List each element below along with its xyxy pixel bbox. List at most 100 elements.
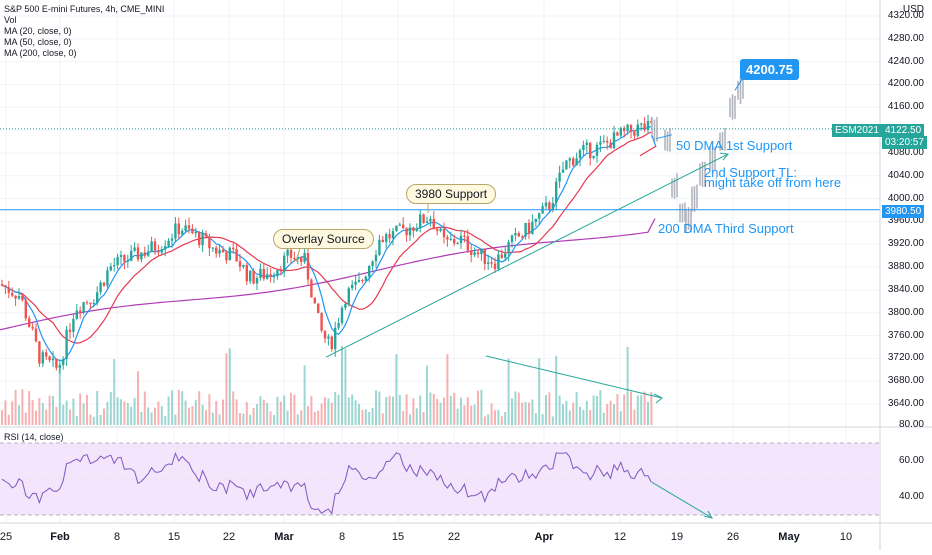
target-price-label[interactable]: 4200.75 [740, 59, 799, 80]
volume-bar [174, 414, 177, 425]
support-trendline [325, 153, 729, 358]
volume-bar [259, 396, 262, 425]
volume-bar [290, 392, 292, 425]
candle-body [126, 260, 129, 262]
candle-body [14, 295, 17, 299]
volume-bar [626, 346, 629, 425]
candle-body [422, 214, 425, 223]
volume-bar [521, 402, 524, 425]
volume-bar [497, 410, 500, 425]
volume-bar [65, 400, 68, 425]
volume-bar [164, 416, 167, 425]
dma50-support-label[interactable]: 50 DMA 1st Support [676, 138, 793, 153]
volume-bar [79, 393, 82, 425]
volume-bar [388, 395, 391, 425]
volume-bar [378, 391, 381, 425]
rsi-tick-label: 80.00 [898, 419, 924, 430]
candle-body [626, 124, 629, 131]
volume-bar [341, 346, 343, 425]
candle-body [572, 158, 575, 166]
volume-bar [504, 412, 507, 425]
candlesticks [0, 114, 653, 374]
candle-body [17, 295, 21, 299]
volume-bar [21, 389, 24, 425]
candle-body [150, 241, 153, 252]
price-tick-label: 4040.00 [887, 169, 924, 181]
candle-body [361, 280, 364, 282]
candle-body [317, 303, 320, 314]
candle-body [616, 132, 619, 136]
volume-bar [565, 400, 568, 425]
price-tick-label: 3920.00 [887, 238, 924, 250]
rsi-legend[interactable]: RSI (14, close) [4, 432, 64, 442]
volume-bar [106, 401, 109, 425]
volume-bar [449, 395, 452, 425]
volume-bar [327, 398, 330, 425]
candle-body [21, 295, 24, 301]
time-tick-label: 15 [167, 531, 181, 543]
legend-vol[interactable]: Vol [4, 15, 17, 25]
volume-bar [371, 407, 374, 425]
volume-bar [194, 399, 197, 425]
volume-bar [82, 403, 85, 425]
candle-body [347, 288, 350, 304]
rsi-line [1, 451, 652, 515]
drawings-layer[interactable] [0, 69, 880, 404]
time-tick-label: Feb [50, 531, 70, 543]
legend-ma50[interactable]: MA (50, close, 0) [4, 37, 72, 47]
candle-body [106, 270, 109, 286]
volume-bar [551, 416, 554, 425]
volume-bar [48, 395, 51, 425]
support-3980-callout[interactable]: 3980 Support [406, 184, 497, 204]
volume-bar [381, 413, 384, 425]
volume-bar [256, 404, 258, 425]
candle-body [303, 253, 306, 262]
volume-bar [1, 410, 3, 425]
volume-bar [126, 402, 129, 425]
candle-body [483, 248, 486, 264]
candle-body [75, 310, 78, 319]
candle-body [374, 254, 378, 262]
candle-body [235, 249, 238, 262]
volume-trendline [485, 355, 663, 399]
candle-body [500, 254, 503, 258]
volume-bar [45, 409, 48, 425]
volume-bar [55, 406, 58, 425]
currency-label[interactable]: USD [902, 4, 924, 15]
volume-bar [89, 414, 92, 425]
volume-bar [579, 406, 581, 425]
candle-body [470, 250, 473, 255]
candle-body [164, 246, 167, 250]
candle-body [381, 239, 384, 243]
volume-bar [120, 399, 122, 425]
candle-body [378, 239, 381, 255]
volume-bar [324, 397, 326, 425]
candle-body [568, 158, 571, 161]
legend-ma20[interactable]: MA (20, close, 0) [4, 26, 72, 36]
dma200-support-label[interactable]: 200 DMA Third Support [658, 221, 794, 236]
candle-body [228, 247, 231, 261]
price-grid [0, 0, 880, 523]
legend-title[interactable]: S&P 500 E-mini Futures, 4h, CME_MINI [4, 4, 165, 14]
candle-body [289, 249, 293, 258]
hline-price-badge: 3980.50 [882, 205, 925, 218]
volume-bar [69, 409, 71, 425]
legend-ma200[interactable]: MA (200, close, 0) [4, 48, 77, 58]
volume-bar [218, 414, 221, 425]
candle-body [147, 251, 150, 256]
candle-body [473, 252, 476, 255]
candle-body [323, 330, 327, 339]
volume-bar [113, 359, 116, 425]
candle-body [272, 276, 276, 278]
volume-bar [558, 395, 561, 425]
volume-bar [409, 414, 411, 425]
candle-body [181, 230, 184, 235]
overlay-source-callout[interactable]: Overlay Source [273, 229, 374, 249]
candle-body [548, 202, 551, 210]
candle-body [259, 268, 262, 278]
candle-body [510, 235, 514, 242]
trendline-support-label[interactable]: 2nd Support TL: might take off from here [704, 166, 841, 189]
price-tick-label: 4240.00 [887, 55, 924, 67]
